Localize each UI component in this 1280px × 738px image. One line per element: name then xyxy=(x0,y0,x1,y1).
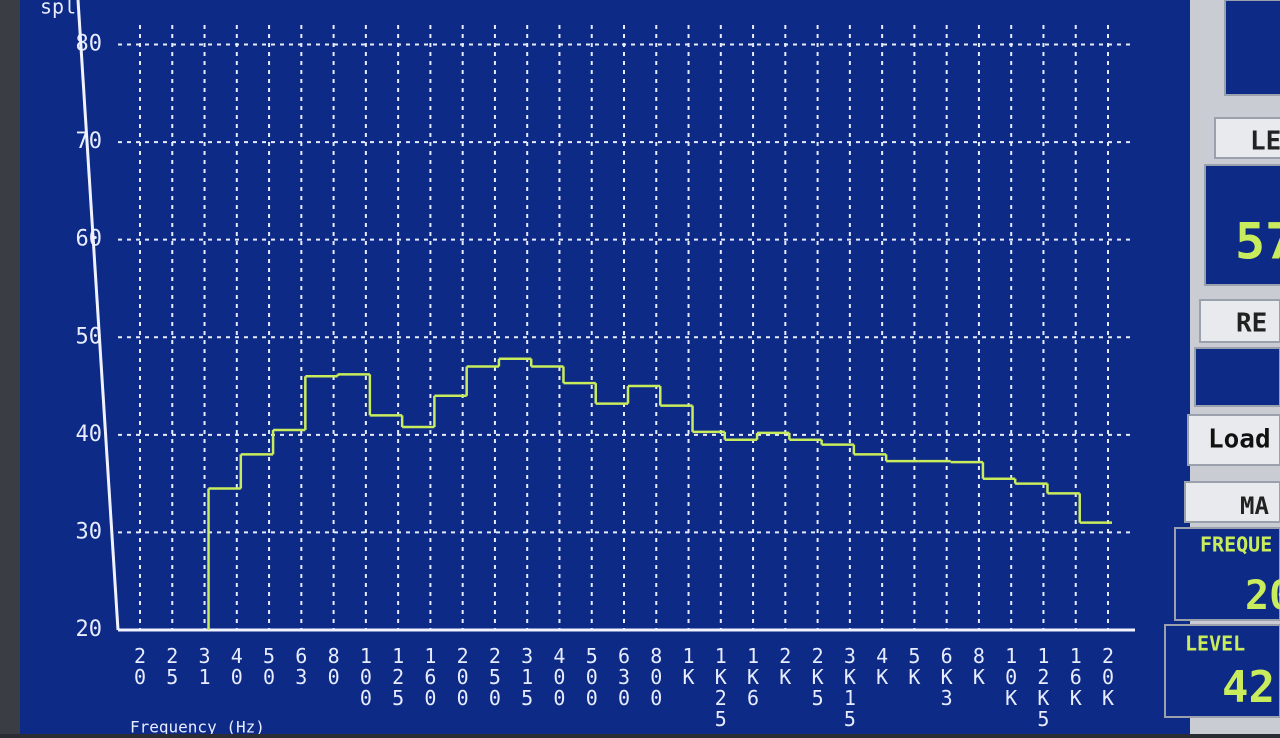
panel-box xyxy=(1199,299,1280,343)
y-tick-label: 60 xyxy=(76,227,103,252)
x-tick-label: 1K6 xyxy=(741,644,765,707)
x-tick-label: 4K xyxy=(870,644,894,686)
x-tick-label: 1K25 xyxy=(709,644,733,728)
x-tick-label: 500 xyxy=(580,644,604,707)
x-tick-label: 8K xyxy=(967,644,991,686)
y-tick-label: 20 xyxy=(76,617,103,642)
x-tick-label: 10K xyxy=(999,644,1023,707)
x-tick-label: 800 xyxy=(644,644,668,707)
panel-box xyxy=(1174,527,1280,621)
x-tick-label: 2K xyxy=(773,644,797,686)
x-tick-label: 20K xyxy=(1096,644,1120,707)
y-tick-label: 40 xyxy=(76,422,103,447)
panel-text: RE xyxy=(1236,309,1267,339)
x-tick-label: 25 xyxy=(160,644,184,686)
x-tick-label: 20 xyxy=(128,644,152,686)
panel: LE 57 RE Load MA FREQUE 20LEVEL 42.9 xyxy=(1164,0,1280,718)
panel-text: MA xyxy=(1240,492,1269,520)
x-tick-label: 400 xyxy=(547,644,571,707)
panel-box xyxy=(1214,117,1280,159)
x-tick-label: 5K xyxy=(902,644,926,686)
panel-box xyxy=(1184,481,1280,523)
panel-text: LE xyxy=(1250,127,1280,157)
x-tick-label: 80 xyxy=(322,644,346,686)
panel-text: 42.9 xyxy=(1222,662,1280,713)
plot-background xyxy=(20,0,1190,734)
x-tick-label: 6K3 xyxy=(935,644,959,707)
x-tick-label: 3K15 xyxy=(838,644,862,728)
panel-box xyxy=(1204,164,1280,286)
x-tick-label: 160 xyxy=(418,644,442,707)
x-tick-label: 200 xyxy=(451,644,475,707)
panel-box xyxy=(1187,414,1280,466)
x-tick-label: 125 xyxy=(386,644,410,707)
panel-box xyxy=(1224,0,1280,96)
panel-text: 20 xyxy=(1245,573,1280,619)
panel-text: Load xyxy=(1208,425,1271,455)
x-tick-label: 12K5 xyxy=(1031,644,1055,728)
x-tick-label: 100 xyxy=(354,644,378,707)
x-tick-label: 315 xyxy=(515,644,539,707)
y-tick-label: 30 xyxy=(76,519,103,544)
panel-box xyxy=(1164,624,1280,718)
y-axis xyxy=(76,0,120,631)
x-tick-label: 250 xyxy=(483,644,507,707)
y-axis-label: spl xyxy=(40,0,76,19)
x-tick-label: 630 xyxy=(612,644,636,707)
panel-text: LEVEL xyxy=(1185,632,1245,656)
x-tick-label: 2K5 xyxy=(806,644,830,707)
x-tick-label: 1K xyxy=(677,644,701,686)
x-axis-label: Frequency (Hz) xyxy=(130,718,265,735)
x-tick-label: 63 xyxy=(289,644,313,686)
x-tick-label: 16K xyxy=(1064,644,1088,707)
panel-text: 57 xyxy=(1235,213,1280,271)
x-tick-label: 50 xyxy=(257,644,281,686)
panel-box xyxy=(1194,347,1280,407)
panel-text: FREQUE xyxy=(1200,533,1272,557)
x-tick-label: 31 xyxy=(193,644,217,686)
x-tick-label: 40 xyxy=(225,644,249,686)
